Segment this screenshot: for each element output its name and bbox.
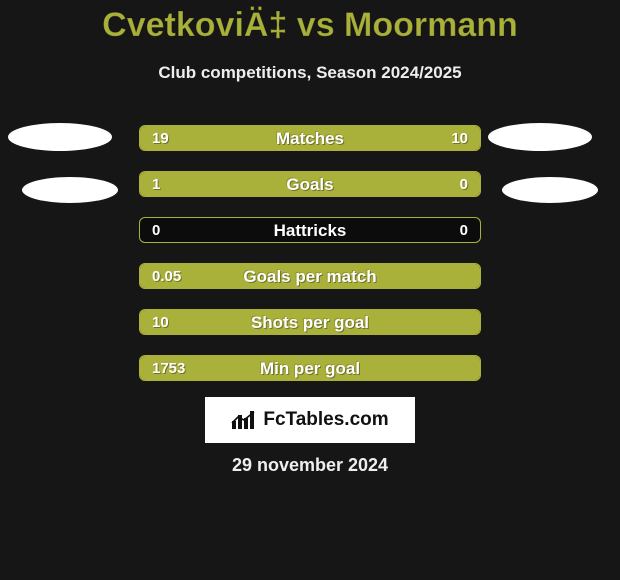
stat-label: Matches [140,126,480,151]
stat-label: Hattricks [140,218,480,243]
stat-value-left: 1 [152,172,160,197]
player-photo-placeholder [8,123,112,151]
stat-row: Hattricks0 0 [139,217,481,243]
stat-value-left: 0 [152,218,160,243]
stat-value-left: 0.05 [152,264,181,289]
stat-row: Shots per goal10 [139,309,481,335]
stat-label: Shots per goal [140,310,480,335]
page-title: CvetkoviÄ‡ vs Moormann [0,6,620,45]
footer-date: 29 november 2024 [0,455,620,476]
player-photo-placeholder [488,123,592,151]
stat-value-right: 0 [460,172,468,197]
player-photo-placeholder [22,177,118,203]
fctables-logo: FcTables.com [205,397,415,443]
stat-label: Goals [140,172,480,197]
stat-row: Goals per match0.05 [139,263,481,289]
stat-label: Min per goal [140,356,480,381]
logo-text: FcTables.com [263,409,388,431]
stat-value-right: 10 [451,126,468,151]
stat-value-left: 1753 [152,356,185,381]
stat-row: Matches19 10 [139,125,481,151]
stat-value-right: 0 [460,218,468,243]
stat-value-left: 19 [152,126,169,151]
stat-row: Min per goal1753 [139,355,481,381]
page-subtitle: Club competitions, Season 2024/2025 [0,63,620,83]
player-photo-placeholder [502,177,598,203]
stat-value-left: 10 [152,310,169,335]
stat-label: Goals per match [140,264,480,289]
bar-chart-icon [231,409,257,431]
stat-row: Goals1 0 [139,171,481,197]
